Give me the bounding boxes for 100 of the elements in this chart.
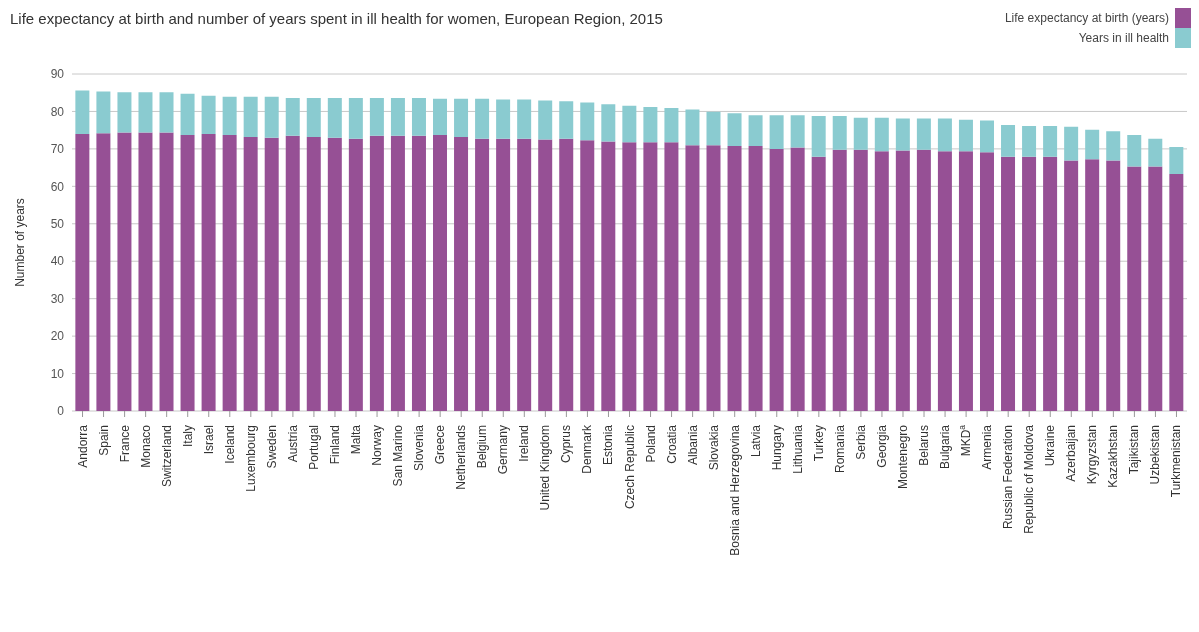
bar bbox=[138, 132, 153, 411]
bar bbox=[433, 135, 448, 411]
bar bbox=[1169, 173, 1184, 411]
x-tick-label: Bosnia and Herzegovina bbox=[727, 424, 742, 556]
x-tick-label: Tajikistan bbox=[1127, 425, 1142, 475]
bar bbox=[433, 98, 448, 136]
x-tick-label: Hungary bbox=[769, 425, 784, 471]
legend-label: Years in ill health bbox=[1078, 31, 1169, 45]
bar bbox=[1001, 156, 1016, 411]
bar bbox=[916, 149, 931, 411]
y-tick-label: 50 bbox=[50, 217, 65, 232]
bar bbox=[1064, 126, 1079, 161]
bar bbox=[979, 120, 994, 153]
x-tick-label: Poland bbox=[643, 425, 658, 463]
bar bbox=[559, 101, 574, 139]
x-tick-label: Iceland bbox=[222, 425, 237, 464]
bar bbox=[811, 115, 826, 157]
bar bbox=[306, 97, 321, 137]
bar bbox=[1106, 160, 1121, 411]
bar bbox=[706, 111, 721, 146]
x-tick-label: Uzbekistan bbox=[1148, 425, 1163, 485]
bar bbox=[685, 109, 700, 146]
bar bbox=[769, 115, 784, 149]
x-tick-label: Albania bbox=[685, 424, 700, 466]
bar bbox=[264, 96, 279, 138]
x-tick-label: Finland bbox=[327, 425, 342, 465]
bar bbox=[1043, 156, 1058, 411]
x-tick-label: United Kingdom bbox=[538, 425, 553, 511]
bar bbox=[285, 97, 300, 136]
bar bbox=[243, 136, 258, 411]
bar bbox=[243, 96, 258, 137]
bar bbox=[348, 138, 363, 411]
bar bbox=[327, 137, 342, 411]
bar bbox=[853, 149, 868, 411]
y-tick-label: 0 bbox=[57, 404, 65, 419]
x-tick-label: France bbox=[117, 424, 132, 463]
bar bbox=[748, 145, 763, 411]
y-tick-label: 10 bbox=[50, 366, 65, 381]
bar bbox=[559, 138, 574, 411]
bar bbox=[958, 151, 973, 411]
bar bbox=[201, 95, 216, 134]
x-tick-label: Greece bbox=[433, 424, 448, 465]
x-tick-label: Ukraine bbox=[1043, 424, 1058, 467]
x-tick-label: Denmark bbox=[580, 424, 595, 474]
bar bbox=[790, 147, 805, 411]
bar bbox=[601, 141, 616, 411]
bar bbox=[390, 97, 405, 136]
x-tick-label: Andorra bbox=[75, 424, 90, 468]
x-tick-label: Italy bbox=[180, 425, 195, 448]
bar bbox=[496, 138, 511, 411]
bar bbox=[222, 135, 237, 411]
bar bbox=[958, 119, 973, 152]
y-tick-label: 20 bbox=[50, 329, 65, 344]
bar bbox=[264, 137, 279, 411]
bar bbox=[180, 93, 195, 136]
x-tick-label: Romania bbox=[832, 424, 847, 474]
y-axis-title: Number of years bbox=[13, 198, 28, 287]
bar bbox=[874, 151, 889, 411]
y-tick-label: 30 bbox=[50, 291, 65, 306]
bar bbox=[664, 108, 679, 143]
bar bbox=[517, 99, 532, 139]
y-tick-label: 60 bbox=[50, 179, 65, 194]
x-tick-label: Slovenia bbox=[412, 424, 427, 472]
x-tick-label: Malta bbox=[349, 424, 364, 455]
bar bbox=[475, 98, 490, 139]
x-tick-label: Kyrgyzstan bbox=[1085, 425, 1100, 485]
bar bbox=[222, 96, 237, 136]
bar bbox=[1085, 159, 1100, 411]
x-tick-label: Lithuania bbox=[790, 424, 805, 474]
bar bbox=[159, 132, 174, 411]
bar bbox=[580, 140, 595, 411]
x-tick-label: Turkmenistan bbox=[1169, 425, 1184, 498]
bar bbox=[622, 142, 637, 411]
bar bbox=[1085, 129, 1100, 160]
y-tick-label: 90 bbox=[50, 67, 65, 82]
x-tick-label: Portugal bbox=[306, 425, 321, 470]
bar bbox=[1022, 126, 1037, 157]
bar bbox=[874, 117, 889, 152]
x-tick-label: Spain bbox=[96, 425, 111, 456]
bar bbox=[496, 99, 511, 139]
bar bbox=[138, 92, 153, 133]
bar bbox=[895, 118, 910, 151]
x-tick-label: Georgia bbox=[874, 424, 889, 468]
bar bbox=[1127, 166, 1142, 411]
bar bbox=[201, 133, 216, 411]
x-tick-label: Slovakia bbox=[706, 424, 721, 471]
y-tick-label: 40 bbox=[50, 254, 65, 269]
bar bbox=[475, 138, 490, 411]
bar bbox=[369, 97, 384, 136]
x-tick-label: Switzerland bbox=[159, 425, 174, 488]
x-tick-label: Czech Republic bbox=[622, 425, 637, 510]
bar bbox=[1148, 166, 1163, 411]
x-tick-label: Monaco bbox=[138, 424, 153, 468]
x-tick-label: Belarus bbox=[917, 425, 932, 466]
bar bbox=[454, 98, 469, 137]
bar bbox=[1127, 135, 1142, 167]
x-tick-label: Serbia bbox=[853, 424, 868, 460]
bar bbox=[643, 106, 658, 143]
bar bbox=[306, 136, 321, 411]
bar bbox=[517, 138, 532, 411]
